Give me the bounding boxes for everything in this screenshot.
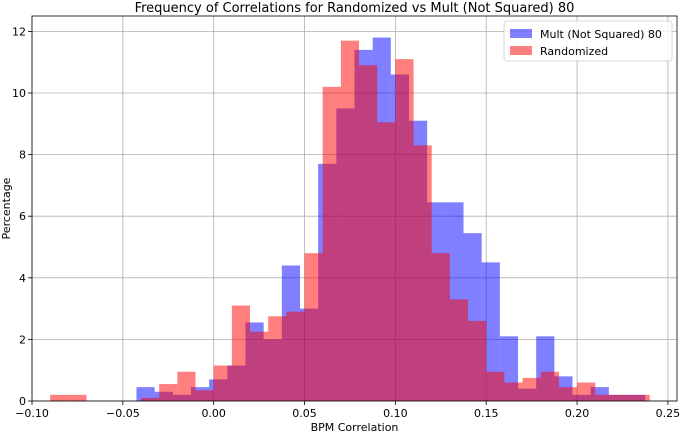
histogram-bars	[50, 37, 650, 402]
histogram-bar	[231, 305, 251, 401]
y-tick-label: 12	[12, 25, 26, 38]
histogram-bar	[177, 371, 196, 401]
x-tick-label: −0.05	[106, 407, 140, 420]
series-1	[50, 40, 650, 402]
histogram-bar	[268, 316, 287, 401]
histogram-bar	[250, 331, 269, 401]
legend-label: Randomized	[540, 45, 608, 58]
x-axis-label: BPM Correlation	[311, 421, 399, 434]
histogram-bar	[413, 145, 432, 401]
histogram-bar	[377, 122, 396, 401]
histogram-bar	[486, 371, 505, 401]
x-tick-label: −0.10	[15, 407, 49, 420]
histogram-bar	[613, 394, 632, 401]
legend-swatch	[510, 29, 532, 38]
y-tick-label: 2	[19, 333, 26, 346]
histogram-bar	[631, 394, 650, 401]
histogram-bar	[50, 394, 69, 401]
x-tick-label: 0.05	[292, 407, 317, 420]
histogram-bar	[504, 382, 523, 401]
histogram-bar	[395, 59, 414, 402]
legend-label: Mult (Not Squared) 80	[540, 28, 662, 41]
histogram-bar	[431, 253, 450, 401]
x-tick-label: 0.00	[201, 407, 226, 420]
histogram-bar	[540, 371, 559, 401]
histogram-bar	[136, 387, 155, 401]
histogram-bar	[195, 390, 214, 401]
y-axis-ticks: 0 2 4 6 8 10 12	[12, 25, 32, 408]
y-axis-label: Percentage	[0, 177, 13, 239]
x-tick-label: 0.15	[474, 407, 499, 420]
histogram-bar	[595, 394, 614, 401]
chart-title: Frequency of Correlations for Randomized…	[135, 1, 575, 16]
y-tick-label: 4	[19, 272, 26, 285]
histogram-bar	[558, 387, 578, 401]
y-tick-label: 0	[19, 395, 26, 408]
histogram-bar	[522, 377, 541, 401]
y-tick-label: 10	[12, 87, 26, 100]
histogram-bar	[213, 365, 232, 401]
histogram-bar	[68, 394, 87, 401]
histogram-bar	[468, 320, 487, 401]
legend-box	[503, 20, 673, 62]
histogram-bar	[159, 384, 178, 401]
x-tick-label: 0.20	[565, 407, 590, 420]
x-tick-label: 0.25	[656, 407, 681, 420]
histogram-bar	[304, 253, 323, 401]
histogram-bar	[577, 382, 596, 401]
legend: Mult (Not Squared) 80 Randomized	[503, 20, 673, 62]
plot-frame	[31, 15, 678, 402]
x-tick-label: 0.10	[383, 407, 408, 420]
histogram-bar	[286, 311, 305, 401]
histogram-bar	[322, 86, 341, 401]
x-axis-ticks: −0.10 −0.05 0.00 0.05 0.10 0.15 0.20 0.25	[15, 401, 680, 420]
histogram-bar	[359, 65, 378, 401]
histogram-bar	[449, 299, 469, 401]
axes	[31, 15, 678, 402]
histogram-bar	[141, 397, 160, 401]
histogram-bar	[340, 40, 360, 401]
y-tick-label: 6	[19, 210, 26, 223]
legend-swatch	[510, 46, 532, 55]
y-tick-label: 8	[19, 149, 26, 162]
